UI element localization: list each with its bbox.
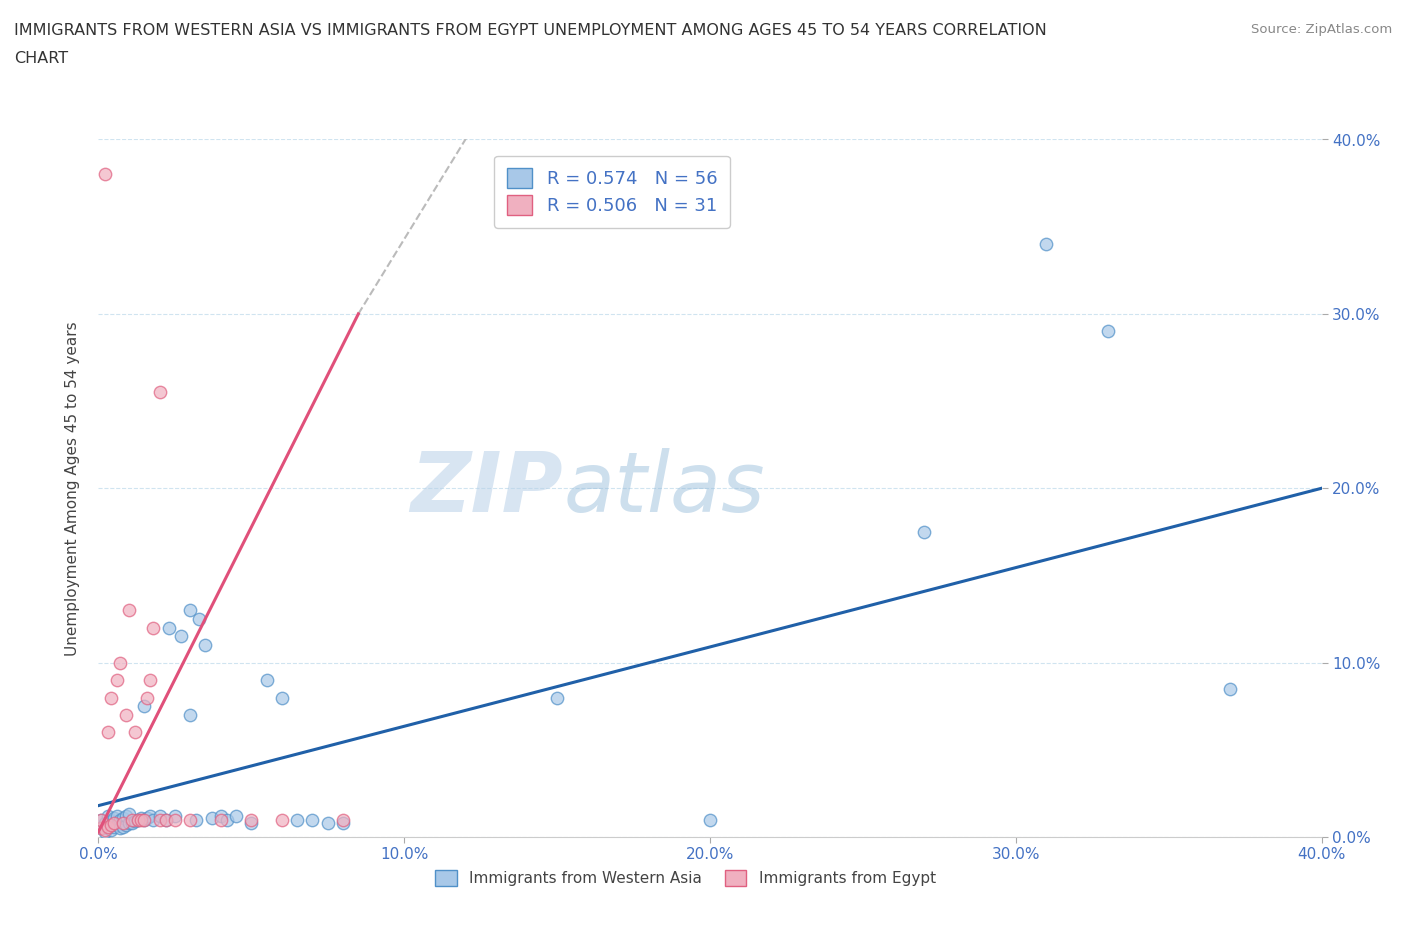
Text: Source: ZipAtlas.com: Source: ZipAtlas.com bbox=[1251, 23, 1392, 36]
Point bbox=[103, 810, 125, 825]
Point bbox=[115, 809, 138, 824]
Point bbox=[699, 812, 721, 827]
Point bbox=[93, 824, 115, 839]
Point bbox=[129, 812, 152, 827]
Point bbox=[97, 809, 120, 824]
Text: CHART: CHART bbox=[14, 51, 67, 66]
Point bbox=[163, 809, 186, 824]
Point bbox=[912, 525, 935, 539]
Text: IMMIGRANTS FROM WESTERN ASIA VS IMMIGRANTS FROM EGYPT UNEMPLOYMENT AMONG AGES 45: IMMIGRANTS FROM WESTERN ASIA VS IMMIGRAN… bbox=[14, 23, 1047, 38]
Point bbox=[134, 812, 156, 827]
Point bbox=[149, 809, 172, 824]
Point bbox=[139, 809, 162, 824]
Point bbox=[200, 810, 222, 825]
Point bbox=[194, 638, 217, 653]
Point bbox=[139, 672, 162, 687]
Point bbox=[105, 817, 128, 832]
Point bbox=[136, 690, 159, 705]
Point bbox=[118, 603, 141, 618]
Point bbox=[97, 725, 120, 740]
Point bbox=[1035, 237, 1057, 252]
Point bbox=[111, 810, 134, 825]
Point bbox=[124, 725, 146, 740]
Point bbox=[179, 812, 201, 827]
Point bbox=[93, 823, 115, 838]
Point bbox=[1097, 324, 1119, 339]
Point bbox=[118, 816, 141, 830]
Point bbox=[103, 816, 125, 830]
Point bbox=[301, 812, 323, 827]
Point bbox=[127, 812, 149, 827]
Point bbox=[121, 816, 143, 830]
Point bbox=[142, 620, 165, 635]
Point bbox=[546, 690, 568, 705]
Point bbox=[332, 816, 354, 830]
Point bbox=[149, 385, 172, 400]
Point bbox=[108, 812, 131, 827]
Point bbox=[90, 812, 112, 827]
Point bbox=[134, 698, 156, 713]
Text: atlas: atlas bbox=[564, 447, 765, 529]
Point bbox=[179, 603, 201, 618]
Point bbox=[256, 672, 278, 687]
Point bbox=[108, 656, 131, 671]
Point bbox=[118, 807, 141, 822]
Point bbox=[121, 812, 143, 827]
Point bbox=[170, 629, 193, 644]
Point bbox=[97, 821, 120, 836]
Point bbox=[105, 809, 128, 824]
Point bbox=[100, 817, 122, 832]
Point bbox=[136, 810, 159, 825]
Point bbox=[225, 809, 247, 824]
Point bbox=[240, 816, 263, 830]
Point bbox=[93, 816, 115, 830]
Point bbox=[100, 690, 122, 705]
Point bbox=[1219, 682, 1241, 697]
Point bbox=[111, 819, 134, 834]
Point bbox=[285, 812, 308, 827]
Point bbox=[90, 821, 112, 836]
Point bbox=[115, 817, 138, 832]
Point bbox=[163, 812, 186, 827]
Point bbox=[127, 812, 149, 827]
Point bbox=[129, 810, 152, 825]
Point bbox=[100, 823, 122, 838]
Point bbox=[332, 812, 354, 827]
Point bbox=[240, 812, 263, 827]
Point bbox=[111, 816, 134, 830]
Point bbox=[93, 167, 115, 182]
Point bbox=[142, 812, 165, 827]
Legend: Immigrants from Western Asia, Immigrants from Egypt: Immigrants from Western Asia, Immigrants… bbox=[429, 864, 942, 892]
Point bbox=[270, 812, 292, 827]
Point bbox=[186, 812, 208, 827]
Point bbox=[108, 821, 131, 836]
Point bbox=[105, 672, 128, 687]
Text: ZIP: ZIP bbox=[411, 447, 564, 529]
Point bbox=[90, 821, 112, 836]
Point bbox=[188, 612, 211, 627]
Point bbox=[209, 809, 232, 824]
Point bbox=[103, 819, 125, 834]
Point bbox=[215, 812, 238, 827]
Point bbox=[316, 816, 339, 830]
Point bbox=[134, 812, 156, 827]
Point bbox=[179, 708, 201, 723]
Point bbox=[157, 620, 180, 635]
Point bbox=[209, 812, 232, 827]
Point bbox=[90, 812, 112, 827]
Point bbox=[149, 812, 172, 827]
Point bbox=[155, 812, 177, 827]
Point bbox=[270, 690, 292, 705]
Y-axis label: Unemployment Among Ages 45 to 54 years: Unemployment Among Ages 45 to 54 years bbox=[65, 321, 80, 656]
Point bbox=[115, 708, 138, 723]
Point bbox=[124, 814, 146, 829]
Point bbox=[97, 819, 120, 834]
Point bbox=[100, 814, 122, 829]
Point bbox=[155, 812, 177, 827]
